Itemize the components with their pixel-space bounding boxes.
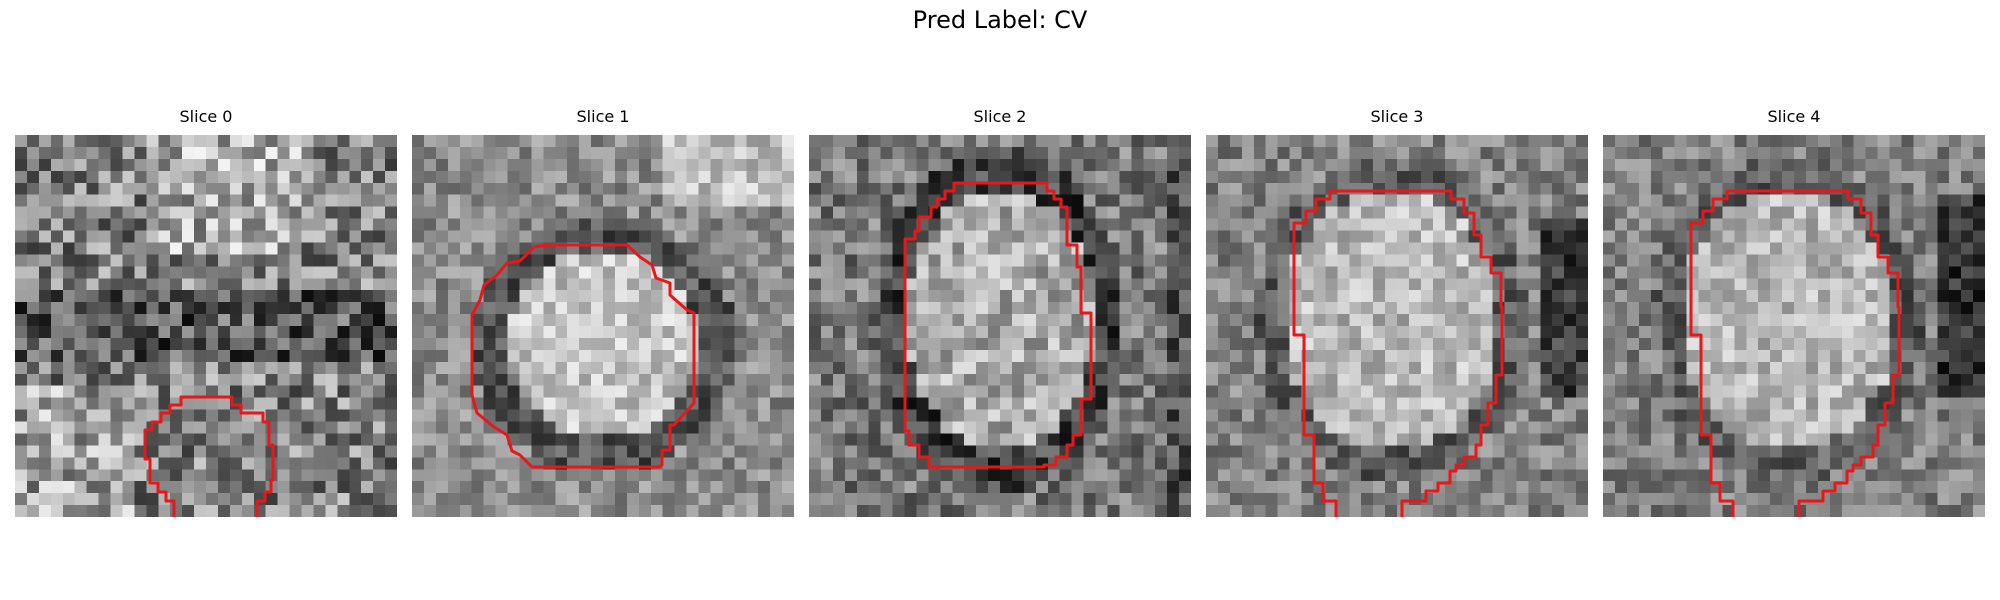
segmentation-contour	[1292, 189, 1504, 517]
slice-panel-0: Slice 0	[15, 105, 397, 517]
contour-line	[1689, 189, 1901, 517]
slice-image	[15, 135, 397, 517]
segmentation-contour	[903, 181, 1093, 469]
slice-panel-3: Slice 3	[1206, 105, 1588, 517]
slice-image	[809, 135, 1191, 517]
grayscale-pixel-grid	[1603, 135, 1985, 517]
slice-panel-2: Slice 2	[809, 105, 1191, 517]
slice-title: Slice 1	[576, 107, 630, 126]
figure-title: Pred Label: CV	[912, 6, 1088, 34]
segmentation-contour	[470, 243, 696, 469]
contour-line	[470, 243, 696, 469]
grayscale-pixel-grid	[412, 135, 794, 517]
slice-image	[1206, 135, 1588, 517]
contour-line	[903, 181, 1093, 469]
segmentation-contour	[1689, 189, 1901, 517]
grayscale-pixel-grid	[1206, 135, 1588, 517]
slice-panel-1: Slice 1	[412, 105, 794, 517]
segmentation-contour	[143, 395, 275, 517]
slice-title: Slice 3	[1370, 107, 1424, 126]
contour-line	[1292, 189, 1504, 517]
slice-title: Slice 0	[179, 107, 233, 126]
slice-image	[412, 135, 794, 517]
grayscale-pixel-grid	[809, 135, 1191, 517]
slice-panel-4: Slice 4	[1603, 105, 1985, 517]
slice-title: Slice 4	[1767, 107, 1821, 126]
grayscale-pixel-grid	[15, 135, 397, 517]
contour-line	[143, 395, 275, 517]
slice-image	[1603, 135, 1985, 517]
slice-title: Slice 2	[973, 107, 1027, 126]
